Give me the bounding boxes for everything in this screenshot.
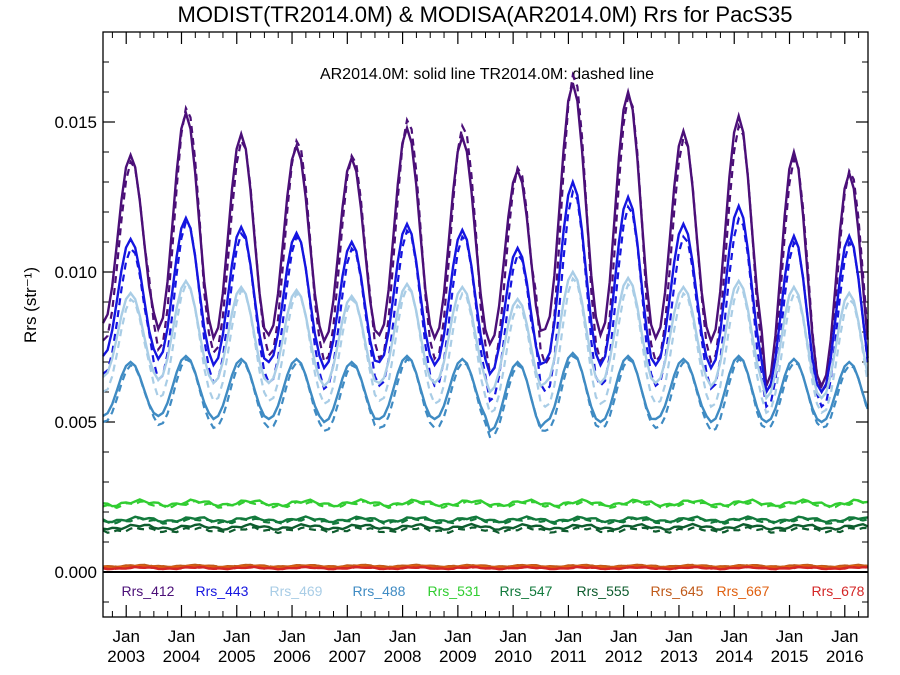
rrs-469-ar2014-solid-line — [102, 269, 869, 401]
rrs-547-ar2014-solid-line — [102, 515, 868, 524]
x-tick-year: 2008 — [384, 647, 422, 666]
legend-entry: Rrs_531 — [428, 583, 481, 599]
legend-entry: Rrs_645 — [651, 583, 704, 599]
rrs-412-tr2014-dashed-line — [102, 71, 869, 395]
y-tick-label: 0.000 — [54, 563, 97, 582]
legend: Rrs_412 Rrs_443 Rrs_469 Rrs_488 Rrs_531 Rrs_5… — [122, 583, 865, 599]
x-tick-year: 2009 — [439, 647, 477, 666]
rrs-488-ar2014-solid-line — [102, 351, 869, 433]
x-tick-year: 2012 — [605, 647, 643, 666]
x-tick-year: 2016 — [826, 647, 864, 666]
legend-entry: Rrs_412 — [122, 583, 175, 599]
x-tick-month: Jan — [555, 627, 582, 646]
x-tick-year: 2010 — [494, 647, 532, 666]
x-tick-month: Jan — [444, 627, 471, 646]
x-tick-month: Jan — [721, 627, 748, 646]
rrs-412-ar2014-solid-line — [101, 82, 869, 390]
x-tick-month: Jan — [278, 627, 305, 646]
axes: 0.0000.0050.0100.015Jan2003Jan2004Jan200… — [54, 32, 868, 666]
x-tick-year: 2015 — [771, 647, 809, 666]
legend-entry: Rrs_547 — [500, 583, 553, 599]
x-tick-month: Jan — [831, 627, 858, 646]
x-tick-year: 2013 — [660, 647, 698, 666]
rrs-531-ar2014-solid-line — [102, 498, 868, 508]
legend-entry: Rrs_667 — [717, 583, 770, 599]
y-tick-label: 0.010 — [54, 263, 97, 282]
x-tick-year: 2003 — [107, 647, 145, 666]
plot-frame — [102, 31, 869, 618]
chart-annotation: AR2014.0M: solid line TR2014.0M: dashed … — [320, 66, 654, 83]
rrs-488-tr2014-dashed-line — [102, 354, 869, 439]
x-tick-year: 2005 — [218, 647, 256, 666]
y-tick-label: 0.005 — [54, 413, 97, 432]
x-tick-year: 2011 — [550, 647, 587, 666]
y-tick-label: 0.015 — [54, 113, 97, 132]
rrs-555-ar2014-solid-line — [102, 522, 869, 532]
x-tick-year: 2006 — [273, 647, 311, 666]
x-tick-month: Jan — [499, 627, 526, 646]
x-tick-year: 2004 — [163, 647, 201, 666]
y-axis-label: Rrs (str⁻¹) — [21, 267, 40, 343]
x-tick-month: Jan — [389, 627, 416, 646]
x-tick-month: Jan — [610, 627, 637, 646]
rrs-555-tr2014-dashed-line — [102, 525, 868, 535]
x-tick-month: Jan — [665, 627, 692, 646]
legend-entry: Rrs_488 — [353, 583, 406, 599]
x-tick-month: Jan — [334, 627, 361, 646]
legend-entry: Rrs_555 — [577, 583, 630, 599]
x-tick-month: Jan — [776, 627, 803, 646]
x-tick-month: Jan — [168, 627, 195, 646]
legend-entry: Rrs_469 — [270, 583, 323, 599]
rrs-443-ar2014-solid-line — [102, 178, 869, 396]
x-tick-month: Jan — [223, 627, 250, 646]
x-tick-year: 2007 — [328, 647, 366, 666]
plot-series — [101, 71, 869, 571]
chart-title: MODIST(TR2014.0M) & MODISA(AR2014.0M) Rr… — [178, 2, 793, 27]
rrs-469-tr2014-dashed-line — [102, 276, 869, 415]
legend-entry: Rrs_443 — [196, 583, 249, 599]
rrs-678-ar2014-solid-line — [102, 565, 868, 571]
x-tick-year: 2014 — [715, 647, 753, 666]
rrs-645-ar2014-solid-line — [102, 563, 868, 569]
x-tick-month: Jan — [113, 627, 140, 646]
legend-entry: Rrs_678 — [812, 583, 865, 599]
